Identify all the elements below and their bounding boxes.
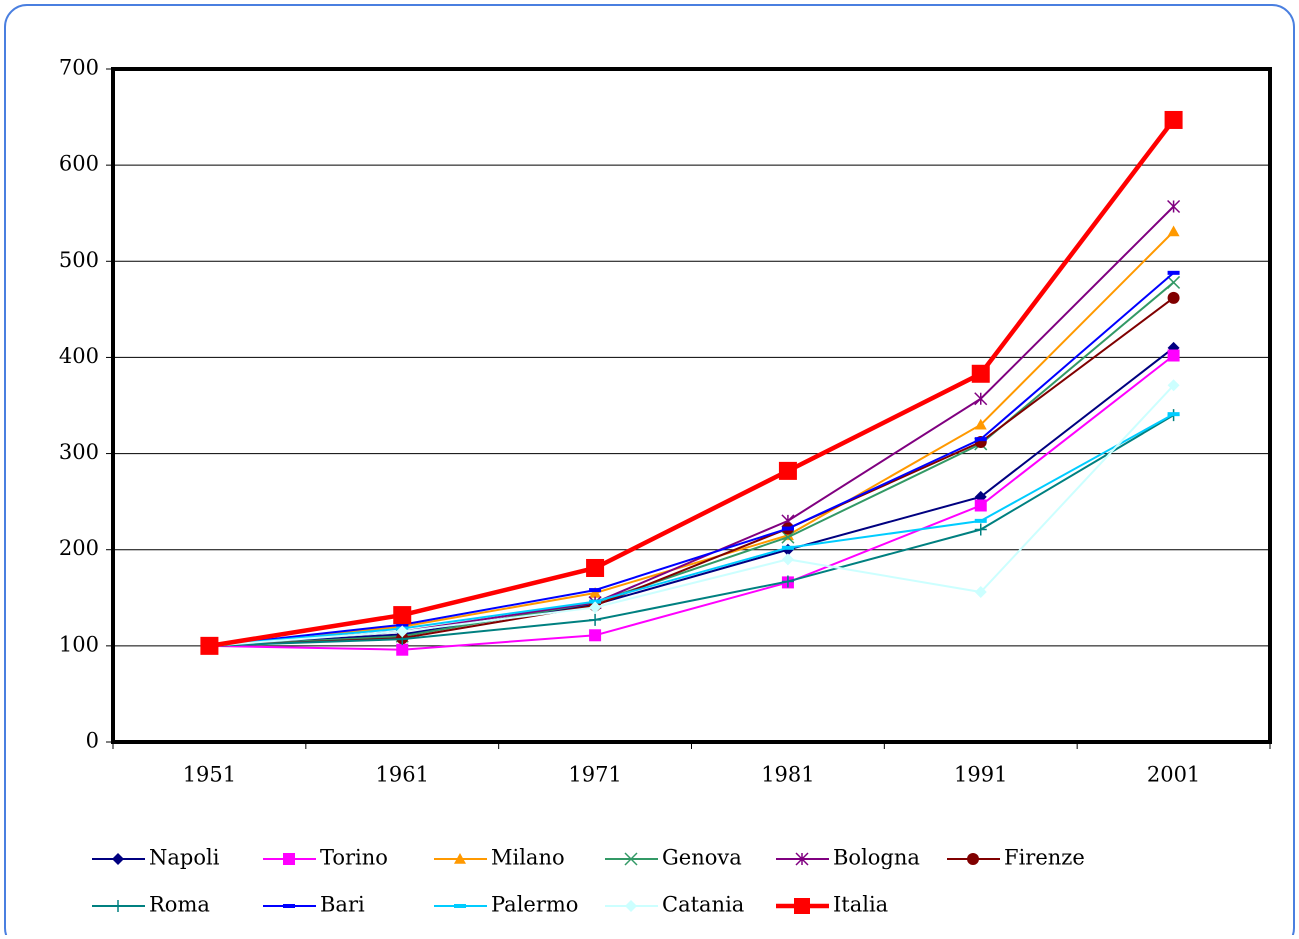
y-tick-label: 700 xyxy=(59,56,99,80)
marker xyxy=(586,558,605,577)
marker xyxy=(794,898,810,914)
marker xyxy=(112,853,124,865)
marker xyxy=(589,588,602,593)
series-line xyxy=(209,272,1175,647)
marker xyxy=(283,904,295,908)
series-line xyxy=(209,384,1175,647)
marker xyxy=(974,518,987,523)
x-tick-label: 1961 xyxy=(376,763,429,787)
series-line xyxy=(209,230,1175,647)
marker xyxy=(1167,379,1180,392)
legend-label: Milano xyxy=(491,846,565,870)
marker xyxy=(589,586,602,598)
marker xyxy=(1167,199,1181,214)
marker xyxy=(974,392,988,406)
marker xyxy=(974,586,987,599)
marker xyxy=(624,852,638,866)
marker xyxy=(1167,275,1181,289)
marker xyxy=(1167,225,1180,237)
y-tick-label: 600 xyxy=(59,152,99,176)
marker xyxy=(974,499,987,512)
marker xyxy=(1167,349,1180,362)
marker xyxy=(778,461,797,480)
plot-area xyxy=(111,67,1272,744)
legend-label: Italia xyxy=(833,893,888,917)
marker xyxy=(1167,270,1180,275)
marker xyxy=(396,643,409,656)
marker xyxy=(454,853,466,864)
legend-label: Firenze xyxy=(1004,846,1085,870)
y-tick-label: 100 xyxy=(59,632,99,656)
marker xyxy=(589,629,602,642)
legend-label: Catania xyxy=(662,893,744,917)
marker xyxy=(781,545,794,550)
x-tick-label: 1991 xyxy=(954,763,1007,787)
marker xyxy=(396,625,409,638)
marker xyxy=(974,523,987,536)
marker xyxy=(795,852,809,866)
marker xyxy=(1167,291,1180,304)
y-tick-label: 400 xyxy=(59,344,99,368)
series-line xyxy=(209,354,1175,651)
marker xyxy=(589,613,602,626)
legend-label: Torino xyxy=(320,846,388,870)
marker xyxy=(781,526,794,531)
legend-label: Bari xyxy=(320,893,365,917)
marker xyxy=(625,900,637,912)
marker xyxy=(283,853,295,865)
x-tick-label: 1951 xyxy=(183,763,236,787)
marker xyxy=(589,601,602,614)
marker xyxy=(1167,412,1180,417)
marker xyxy=(967,853,979,865)
chart-frame xyxy=(4,4,1295,939)
legend-label: Bologna xyxy=(833,846,920,870)
marker xyxy=(974,418,987,430)
legend-label: Roma xyxy=(149,893,210,917)
legend-label: Palermo xyxy=(491,893,578,917)
marker xyxy=(393,606,412,625)
marker xyxy=(781,530,795,544)
marker xyxy=(112,900,124,912)
legend-label: Genova xyxy=(662,846,742,870)
marker xyxy=(396,622,409,627)
marker xyxy=(974,437,987,442)
legend-label: Napoli xyxy=(149,846,220,870)
x-tick-label: 2001 xyxy=(1147,763,1200,787)
x-tick-label: 1971 xyxy=(568,763,621,787)
y-tick-label: 200 xyxy=(59,536,99,560)
series-line xyxy=(209,413,1175,647)
marker xyxy=(971,364,990,383)
series-line xyxy=(209,414,1175,647)
y-tick-label: 300 xyxy=(59,440,99,464)
series-line xyxy=(209,347,1175,647)
series-line xyxy=(209,118,1176,649)
x-tick-label: 1981 xyxy=(761,763,814,787)
y-tick-label: 500 xyxy=(59,248,99,272)
marker xyxy=(454,904,466,908)
marker xyxy=(200,636,219,655)
marker xyxy=(781,553,794,566)
marker xyxy=(1164,110,1183,129)
y-tick-label: 0 xyxy=(86,729,99,753)
marker xyxy=(781,575,794,588)
